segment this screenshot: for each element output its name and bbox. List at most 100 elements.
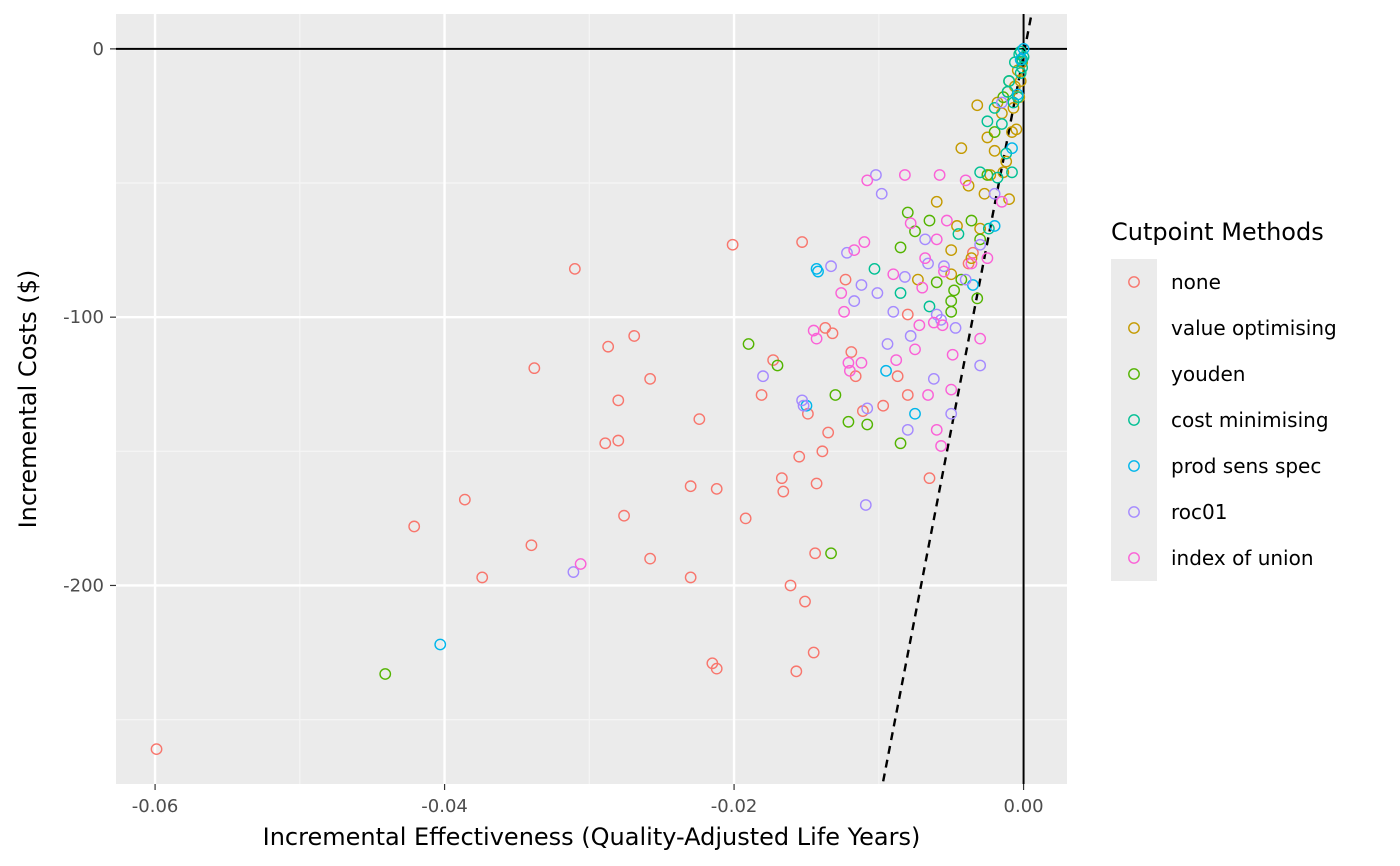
data-point [919, 252, 932, 265]
data-points-group [150, 42, 1030, 756]
series-none [150, 236, 979, 756]
data-point [859, 499, 872, 511]
data-point [775, 472, 788, 485]
data-point [434, 638, 447, 651]
data-point [858, 236, 871, 248]
data-point [1014, 67, 1027, 79]
willingness-to-pay-threshold-line [881, 13, 1033, 782]
data-point [528, 362, 541, 375]
data-point [822, 426, 835, 439]
data-point [901, 423, 914, 436]
legend-key [1128, 276, 1140, 288]
data-point [898, 169, 911, 181]
data-point [927, 316, 940, 329]
legend-key-background [1111, 259, 1157, 581]
data-point [848, 295, 861, 307]
data-point [757, 370, 769, 383]
data-point [1010, 123, 1023, 136]
data-point [799, 595, 811, 608]
data-point [525, 539, 538, 552]
data-point [868, 262, 881, 275]
data-point [1003, 193, 1016, 206]
data-point [974, 166, 987, 179]
data-point [1014, 53, 1027, 66]
data-point [995, 96, 1008, 109]
legend-key [1128, 322, 1140, 334]
data-point [894, 287, 907, 299]
legend-label: none [1171, 270, 1221, 294]
data-point [991, 171, 1004, 184]
data-point [965, 257, 978, 270]
data-point [842, 415, 855, 428]
x-axis-title: Incremental Effectiveness (Quality-Adjus… [263, 823, 921, 851]
data-point [909, 343, 921, 356]
legend-label: prod sens spec [1171, 454, 1321, 478]
data-point [887, 305, 900, 318]
data-point [923, 472, 936, 485]
data-point [684, 571, 697, 584]
y-tick-label: 0 [93, 39, 104, 60]
legend-item: none [1128, 270, 1221, 294]
data-point [843, 364, 856, 377]
data-point [988, 144, 1001, 157]
data-point [945, 244, 958, 256]
data-point [880, 364, 892, 377]
x-tick-label: -0.06 [132, 796, 179, 817]
data-point [1000, 155, 1013, 168]
legend: Cutpoint Methods none value optimising youd… [1111, 218, 1337, 581]
data-point [845, 346, 858, 358]
legend-title: Cutpoint Methods [1111, 218, 1324, 246]
data-point [861, 402, 874, 415]
legend-item: value optimising [1128, 316, 1337, 340]
data-point [930, 233, 943, 246]
y-axis-title: Incremental Costs ($) [14, 270, 42, 529]
data-point [599, 437, 612, 450]
data-point [919, 233, 932, 246]
data-point [936, 319, 949, 332]
series-index-of-union [574, 169, 1008, 570]
data-point [861, 418, 874, 431]
data-point [1006, 166, 1018, 179]
data-point [913, 319, 926, 332]
data-point [971, 292, 984, 305]
data-point [855, 356, 868, 369]
x-tick-label: -0.04 [421, 796, 468, 817]
data-point [826, 327, 839, 340]
data-point [835, 287, 848, 299]
data-point [379, 668, 392, 680]
data-point [974, 332, 987, 345]
data-point [935, 313, 947, 326]
data-point [894, 437, 907, 450]
data-point [771, 359, 784, 372]
data-point [877, 399, 890, 412]
data-point [901, 308, 914, 321]
data-point [965, 214, 978, 227]
data-point [842, 356, 855, 369]
data-point [458, 493, 471, 506]
data-point [981, 115, 994, 128]
data-point [945, 268, 958, 281]
data-point [1007, 102, 1020, 114]
data-point [742, 338, 755, 350]
legend-item: youden [1128, 362, 1245, 386]
data-point [938, 260, 950, 273]
legend-item: prod sens spec [1128, 454, 1321, 478]
data-point [797, 399, 810, 412]
data-point [988, 126, 1001, 138]
series-roc01 [567, 96, 1008, 578]
data-point [612, 394, 625, 407]
data-point [710, 482, 723, 495]
data-point [965, 252, 978, 265]
data-point [952, 228, 965, 240]
data-point [890, 354, 903, 366]
data-point [959, 174, 972, 187]
legend-key [1128, 552, 1140, 564]
data-point [810, 332, 823, 345]
legend-label: value optimising [1171, 316, 1337, 340]
data-point [945, 305, 958, 318]
data-point [693, 413, 706, 426]
series-youden [379, 75, 1016, 680]
data-point [784, 579, 797, 592]
data-point [848, 244, 861, 256]
